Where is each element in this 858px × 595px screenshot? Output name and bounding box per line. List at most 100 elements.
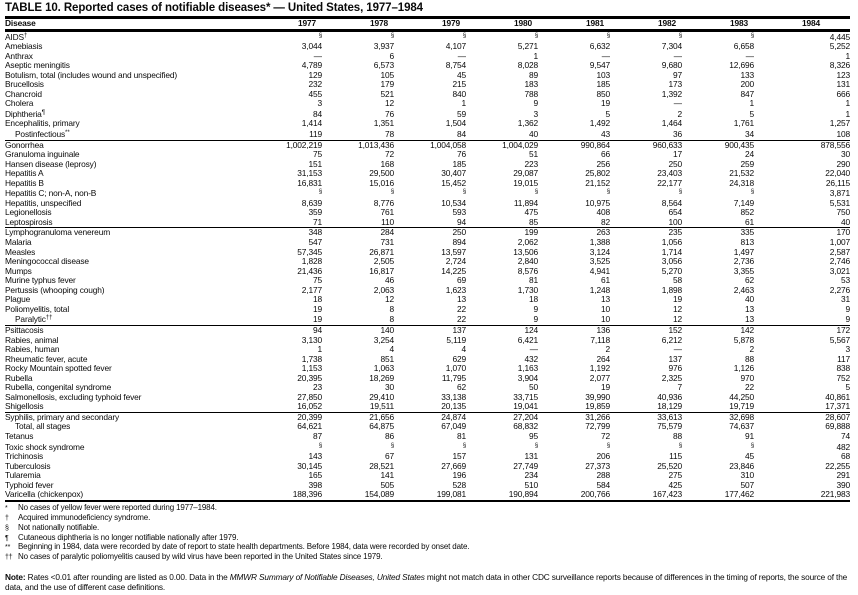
table-row: Mumps 21,436 16,817 14,225 8,576 4,941 5,270 3,… bbox=[5, 267, 850, 277]
value-cell: 12 bbox=[672, 314, 682, 325]
value-cell: 19,719 bbox=[729, 402, 754, 412]
value-cell: 27,669 bbox=[441, 461, 466, 471]
table-row: Granuloma inguinale 75 72 76 51 66 17 24 30 bbox=[5, 150, 850, 160]
disease-name: Hepatitis A bbox=[5, 169, 44, 179]
value-cell: 68,832 bbox=[513, 422, 538, 432]
footnote-symbol: * bbox=[5, 504, 8, 512]
footnote-text: Cutaneous diphtheria is no longer notifi… bbox=[18, 532, 239, 542]
value-cell: 19,041 bbox=[513, 402, 538, 412]
value-cell: 13 bbox=[744, 304, 754, 314]
value-cell: 1,248 bbox=[589, 285, 610, 295]
disease-name: Diphtheria¶ bbox=[5, 108, 45, 119]
column-header-year: 1981 bbox=[538, 19, 610, 32]
table-row: Botulism, total (includes wound and unsp… bbox=[5, 71, 850, 81]
value-cell: 9 bbox=[533, 314, 538, 325]
value-cell: 547 bbox=[308, 238, 322, 248]
disease-name: AIDS† bbox=[5, 31, 28, 42]
table-row: AIDS† § § § § § § § 4,445 bbox=[5, 30, 850, 42]
value-cell: 40 bbox=[744, 295, 754, 305]
value-cell: 17,371 bbox=[825, 402, 850, 412]
value-cell: 521 bbox=[380, 89, 394, 99]
value-cell: 25,802 bbox=[585, 169, 610, 179]
value-cell: 28,521 bbox=[369, 461, 394, 471]
value-cell: 27,850 bbox=[297, 392, 322, 402]
value-cell: 1 bbox=[461, 99, 466, 109]
column-header-year: 1982 bbox=[610, 19, 682, 32]
value-cell: 75 bbox=[312, 276, 322, 286]
value-cell: 4,941 bbox=[589, 266, 610, 276]
value-cell: 76 bbox=[384, 108, 394, 119]
value-cell: 528 bbox=[452, 480, 466, 490]
footnote: † Acquired immunodeficiency syndrome. bbox=[5, 513, 852, 524]
value-cell: 75 bbox=[312, 150, 322, 160]
value-cell: 64,875 bbox=[369, 422, 394, 432]
value-cell: 264 bbox=[596, 354, 610, 364]
value-cell: 752 bbox=[836, 373, 850, 383]
value-cell: 61 bbox=[744, 217, 754, 227]
table-row: Lymphogranuloma venereum 348 284 250 199 263 2… bbox=[5, 227, 850, 239]
value-cell: 173 bbox=[668, 80, 682, 90]
disease-name: Shigellosis bbox=[5, 402, 44, 412]
disease-name: Postinfectious** bbox=[15, 129, 70, 140]
value-cell: 115 bbox=[669, 452, 682, 462]
value-cell: 23,403 bbox=[657, 169, 682, 179]
disease-name: Botulism, total (includes wound and unsp… bbox=[5, 70, 178, 80]
value-cell: 1 bbox=[845, 99, 850, 109]
footnote-text: No cases of paralytic poliomyelitis caus… bbox=[18, 552, 383, 562]
value-cell: 5,270 bbox=[661, 266, 682, 276]
value-cell: 29,087 bbox=[513, 169, 538, 179]
value-cell: 1,063 bbox=[373, 364, 394, 374]
value-cell: 1,056 bbox=[661, 238, 682, 248]
table-row: Hepatitis C; non-A, non-B § § § § § § § 3,871 bbox=[5, 188, 850, 199]
disease-name: Encephalitis, primary bbox=[5, 119, 80, 129]
value-cell: § bbox=[390, 442, 394, 449]
value-cell: 970 bbox=[740, 373, 754, 383]
value-cell: 87 bbox=[312, 431, 322, 441]
value-cell: 20,399 bbox=[250, 411, 322, 423]
value-cell: § bbox=[318, 32, 322, 39]
table-row: Measles 57,345 26,871 13,597 13,506 3,124 1,71… bbox=[5, 248, 850, 258]
column-header-year: 1980 bbox=[466, 19, 538, 32]
value-cell: § bbox=[318, 189, 322, 196]
disease-name: Malaria bbox=[5, 238, 32, 248]
value-cell: 30 bbox=[840, 150, 850, 160]
value-cell: 40 bbox=[840, 217, 850, 227]
header-row: Disease 1977 1978 1979 1980 1981 1982 1983 1984 bbox=[5, 19, 850, 32]
value-cell: 9,547 bbox=[589, 61, 610, 71]
note-label: Note: bbox=[5, 572, 26, 583]
value-cell: 250 bbox=[668, 159, 682, 169]
table-row: Varicella (chickenpox) 188,396 154,089 199,… bbox=[5, 490, 850, 502]
table-row: Amebiasis 3,044 3,937 4,107 5,271 6,632 7,304 6… bbox=[5, 42, 850, 52]
value-cell: 22 bbox=[456, 304, 466, 314]
value-cell: — bbox=[745, 51, 754, 61]
value-cell: 22,255 bbox=[825, 461, 850, 471]
footnotes: * No cases of yellow fever were reported … bbox=[5, 503, 852, 563]
value-cell: 1,761 bbox=[733, 119, 754, 129]
value-cell: § bbox=[390, 32, 394, 39]
disease-name: Anthrax bbox=[5, 51, 33, 61]
disease-name: Typhoid fever bbox=[5, 480, 54, 490]
value-cell: 172 bbox=[754, 324, 850, 336]
value-cell: 183 bbox=[524, 80, 538, 90]
value-cell: 12 bbox=[384, 99, 394, 109]
value-cell: 157 bbox=[452, 452, 466, 462]
value-cell: 17 bbox=[672, 150, 682, 160]
value-cell: 185 bbox=[452, 159, 466, 169]
value-cell: 3,130 bbox=[301, 335, 322, 345]
value-cell: 2,840 bbox=[517, 257, 538, 267]
value-cell: 21,532 bbox=[729, 169, 754, 179]
value-cell: 840 bbox=[452, 89, 466, 99]
value-cell: 74 bbox=[840, 431, 850, 441]
value-cell: 629 bbox=[452, 354, 466, 364]
value-cell: 36 bbox=[672, 129, 682, 140]
value-cell: 232 bbox=[308, 80, 322, 90]
value-cell: 408 bbox=[596, 208, 610, 218]
value-cell: 19 bbox=[600, 383, 610, 393]
value-cell: § bbox=[462, 442, 466, 449]
value-cell: 1 bbox=[845, 51, 850, 61]
table-row: Pertussis (whooping cough) 2,177 2,063 1,62… bbox=[5, 286, 850, 296]
value-cell: 8,639 bbox=[301, 198, 322, 208]
value-cell: 78 bbox=[384, 129, 394, 140]
value-cell: § bbox=[534, 32, 538, 39]
value-cell: 44,250 bbox=[729, 392, 754, 402]
